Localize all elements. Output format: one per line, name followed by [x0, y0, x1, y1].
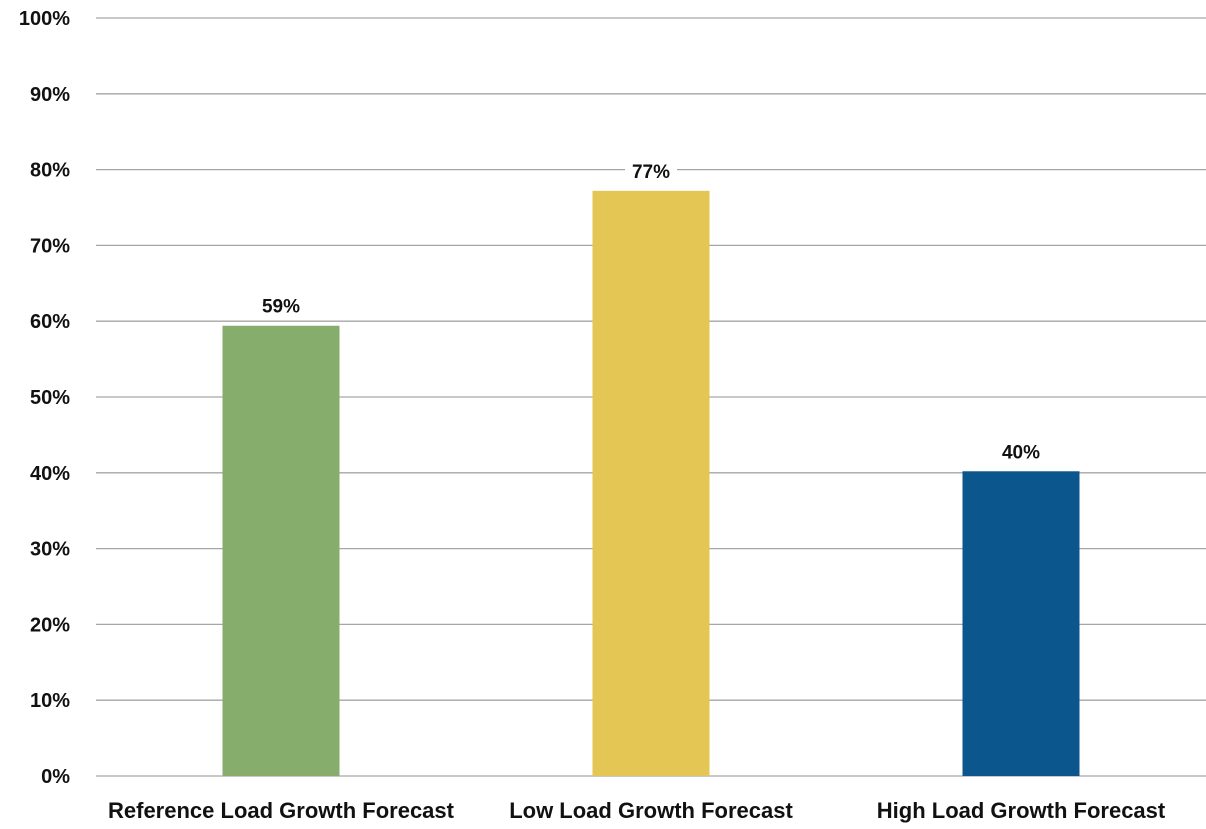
y-tick-label: 20%: [30, 614, 70, 636]
bars: [222, 190, 1080, 777]
bar-2: [592, 190, 710, 777]
x-axis-categories: Reference Load Growth Forecast Low Load G…: [108, 798, 1166, 823]
category-label-1: Reference Load Growth Forecast: [108, 798, 455, 823]
bar-3: [962, 471, 1080, 776]
category-label-3: High Load Growth Forecast: [877, 798, 1166, 823]
y-tick-label: 100%: [19, 8, 70, 30]
y-tick-label: 90%: [30, 84, 70, 106]
data-label-2: 77%: [632, 162, 670, 183]
y-tick-label: 80%: [30, 160, 70, 182]
category-label-2: Low Load Growth Forecast: [509, 798, 793, 823]
data-label-background: [995, 439, 1047, 464]
y-tick-label: 40%: [30, 463, 70, 485]
y-tick-label: 60%: [30, 311, 70, 333]
data-label-background: [625, 158, 677, 183]
y-tick-label: 50%: [30, 387, 70, 409]
y-tick-label: 30%: [30, 539, 70, 561]
data-label-1: 59%: [262, 297, 300, 318]
y-axis-ticks: 0% 10% 20% 30% 40% 50% 60% 70% 80% 90% 100%: [19, 8, 70, 788]
data-label-3: 40%: [1002, 442, 1040, 463]
y-tick-label: 10%: [30, 690, 70, 712]
data-label-background: [255, 293, 307, 318]
data-labels: 59% 77% 40%: [255, 158, 1047, 464]
bar-1: [222, 325, 340, 776]
y-tick-label: 70%: [30, 235, 70, 257]
y-tick-label: 0%: [41, 766, 70, 788]
